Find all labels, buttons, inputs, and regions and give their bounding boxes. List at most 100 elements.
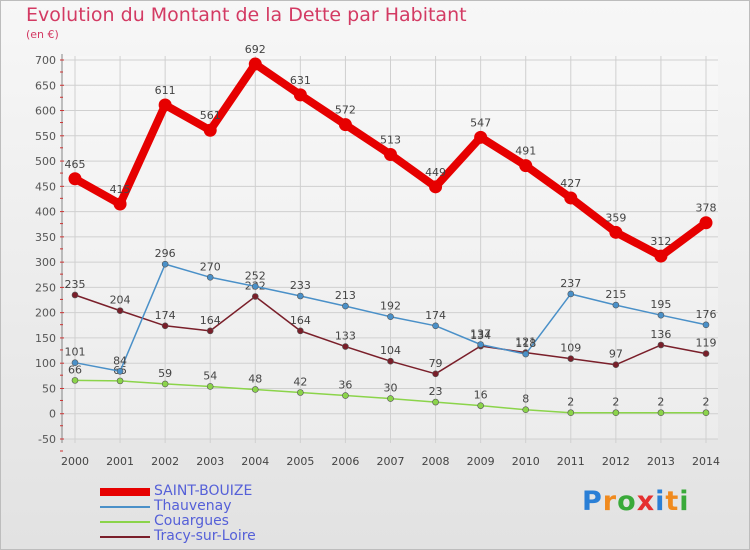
data-point: [564, 191, 578, 205]
data-label: 631: [290, 74, 311, 87]
legend-swatch: [100, 487, 150, 496]
data-label: 97: [609, 348, 623, 361]
y-tick-label: 650: [35, 79, 56, 92]
x-tick-label: 2002: [151, 455, 179, 468]
data-label: 164: [290, 314, 311, 327]
data-label: 415: [110, 183, 131, 196]
y-tick-label: 0: [49, 408, 56, 421]
data-label: 427: [560, 177, 581, 190]
data-label: 59: [158, 367, 172, 380]
data-label: 23: [429, 385, 443, 398]
data-point: [71, 377, 79, 384]
data-point: [519, 159, 533, 173]
legend-item: SAINT-BOUIZE: [100, 484, 256, 499]
data-point: [702, 321, 710, 329]
data-point: [206, 273, 214, 281]
data-label: 8: [522, 393, 529, 406]
data-point: [206, 383, 214, 390]
data-point: [477, 341, 484, 348]
x-tick-label: 2009: [467, 455, 495, 468]
y-tick-label: 400: [35, 206, 56, 219]
chart-title: Evolution du Montant de la Dette par Hab…: [26, 4, 467, 26]
x-tick-label: 2000: [61, 455, 89, 468]
data-point: [342, 302, 349, 310]
y-tick-label: 50: [42, 382, 56, 395]
data-point: [657, 341, 665, 349]
data-point: [203, 123, 217, 137]
data-label: 215: [605, 288, 626, 301]
x-tick-label: 2012: [602, 455, 630, 468]
data-label: 449: [425, 166, 446, 179]
data-label: 359: [605, 211, 626, 224]
data-point: [71, 359, 79, 366]
legend-label: Tracy-sur-Loire: [154, 528, 256, 544]
data-point: [116, 367, 124, 375]
x-tick-label: 2006: [331, 455, 359, 468]
data-point: [567, 409, 575, 417]
data-label: 36: [338, 379, 352, 392]
legend-swatch: [100, 520, 150, 523]
data-point: [251, 386, 259, 393]
data-label: 2: [612, 396, 619, 409]
data-label: 237: [560, 277, 581, 290]
data-label: 118: [515, 337, 536, 350]
data-label: 547: [470, 116, 491, 129]
x-tick-label: 2003: [196, 455, 224, 468]
data-point: [567, 355, 575, 362]
y-tick-label: 150: [35, 332, 56, 345]
data-label: 378: [696, 202, 717, 215]
data-point: [206, 327, 214, 335]
data-label: 66: [68, 363, 82, 376]
data-label: 101: [65, 346, 86, 359]
data-point: [387, 395, 394, 402]
data-label: 296: [155, 247, 176, 260]
data-point: [702, 350, 710, 357]
data-point: [654, 249, 668, 263]
data-label: 54: [203, 369, 217, 382]
data-point: [293, 88, 307, 102]
y-tick-label: 100: [35, 357, 56, 370]
chart-unit-label: (en €): [26, 28, 59, 41]
data-label: 561: [200, 109, 221, 122]
data-point: [297, 292, 304, 300]
x-tick-label: 2010: [512, 455, 540, 468]
data-point: [522, 350, 530, 358]
data-label: 192: [380, 300, 401, 313]
data-point: [71, 291, 79, 299]
data-point: [251, 293, 259, 300]
legend-swatch: [100, 535, 150, 538]
data-label: 134: [470, 329, 491, 342]
data-point: [338, 118, 352, 132]
data-label: 109: [560, 342, 581, 355]
legend-item: Thauvenay: [100, 499, 256, 514]
x-tick-label: 2001: [106, 455, 134, 468]
y-tick-label: 700: [35, 54, 56, 67]
data-label: 133: [335, 330, 356, 343]
data-label: 104: [380, 344, 401, 357]
data-point: [699, 216, 713, 230]
proxiti-logo: Proxiti: [582, 486, 690, 517]
data-point: [432, 398, 439, 406]
data-point: [116, 377, 124, 385]
data-point: [567, 290, 575, 298]
data-point: [612, 409, 620, 417]
data-point: [612, 301, 620, 309]
y-tick-label: 550: [35, 130, 56, 143]
x-tick-label: 2004: [241, 455, 269, 468]
data-label: 48: [248, 372, 262, 385]
legend-label: Couargues: [154, 513, 229, 529]
legend-swatch: [100, 505, 150, 508]
data-label: 174: [425, 309, 446, 322]
data-point: [432, 322, 439, 330]
data-label: 136: [650, 328, 671, 341]
data-label: 204: [110, 294, 131, 307]
data-label: 121: [515, 336, 536, 349]
x-tick-label: 2014: [692, 455, 720, 468]
data-point: [384, 147, 397, 161]
legend-item: Couargues: [100, 514, 256, 529]
data-point: [432, 370, 439, 378]
data-label: 270: [200, 260, 221, 273]
y-tick-label: -50: [38, 433, 56, 446]
data-label: 252: [245, 269, 266, 282]
